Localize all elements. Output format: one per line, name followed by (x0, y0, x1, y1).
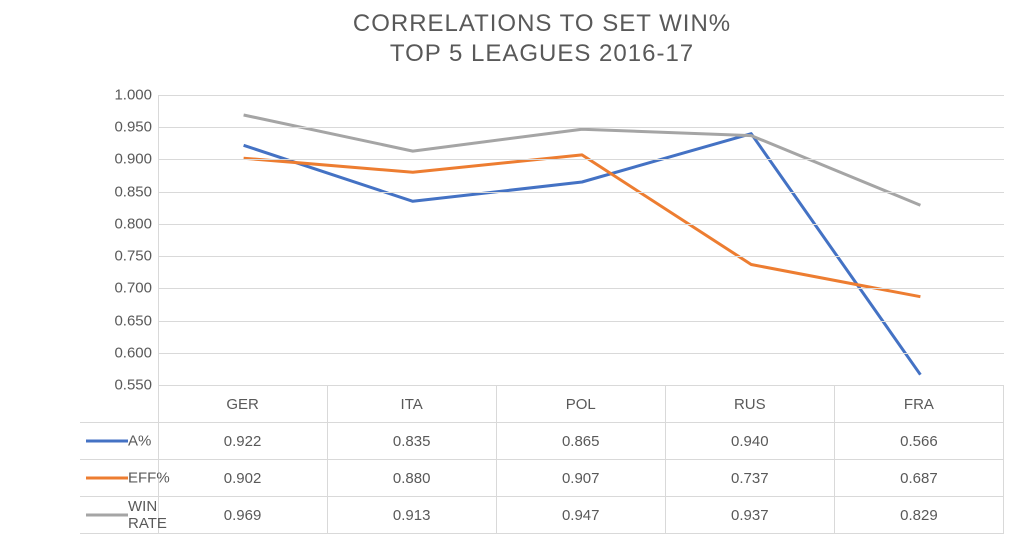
y-axis-label: 0.900 (92, 151, 152, 168)
cat-header: GER (158, 386, 327, 423)
data-cell: 0.940 (665, 423, 834, 460)
legend-line-icon (86, 514, 128, 517)
series-line-a- (244, 134, 921, 375)
data-cell: 0.969 (158, 497, 327, 534)
data-cell: 0.566 (834, 423, 1003, 460)
data-cell: 0.937 (665, 497, 834, 534)
y-axis-label: 1.000 (92, 87, 152, 104)
data-cell: 0.880 (327, 460, 496, 497)
gridline (159, 95, 1004, 96)
y-axis-label: 0.600 (92, 344, 152, 361)
cat-header: FRA (834, 386, 1003, 423)
data-table: GER ITA POL RUS FRA A% 0.922 0.835 0.865… (80, 385, 1004, 534)
y-axis-label: 0.800 (92, 215, 152, 232)
legend-winrate: WIN RATE (80, 497, 158, 534)
cat-header: RUS (665, 386, 834, 423)
legend-label: WIN RATE (128, 498, 167, 532)
gridline (159, 256, 1004, 257)
y-axis-label: 0.650 (92, 312, 152, 329)
legend-line-icon (86, 477, 128, 480)
series-row-a: A% 0.922 0.835 0.865 0.940 0.566 (80, 423, 1004, 460)
y-axis-label: 0.750 (92, 248, 152, 265)
legend-label: EFF% (128, 470, 170, 487)
series-row-winrate: WIN RATE 0.969 0.913 0.947 0.937 0.829 (80, 497, 1004, 534)
data-cell: 0.737 (665, 460, 834, 497)
y-axis-label: 0.950 (92, 119, 152, 136)
gridline (159, 321, 1004, 322)
data-cell: 0.829 (834, 497, 1003, 534)
legend-a: A% (80, 423, 158, 460)
series-line-eff- (244, 155, 921, 297)
data-cell: 0.913 (327, 497, 496, 534)
y-axis-label: 0.550 (92, 377, 152, 394)
legend-label: A% (128, 433, 151, 450)
data-cell: 0.907 (496, 460, 665, 497)
gridline (159, 192, 1004, 193)
legend-eff: EFF% (80, 460, 158, 497)
gridline (159, 159, 1004, 160)
title-line-1: CORRELATIONS TO SET WIN% (80, 10, 1004, 38)
data-cell: 0.922 (158, 423, 327, 460)
cat-header: POL (496, 386, 665, 423)
y-axis-label: 0.700 (92, 280, 152, 297)
line-chart-svg (159, 95, 1004, 385)
gridline (159, 224, 1004, 225)
legend-line-icon (86, 440, 128, 443)
data-cell: 0.947 (496, 497, 665, 534)
gridline (159, 127, 1004, 128)
chart-container: CORRELATIONS TO SET WIN% TOP 5 LEAGUES 2… (0, 0, 1024, 550)
y-axis-label: 0.850 (92, 183, 152, 200)
category-row: GER ITA POL RUS FRA (80, 386, 1004, 423)
data-cell: 0.865 (496, 423, 665, 460)
data-cell: 0.835 (327, 423, 496, 460)
gridline (159, 353, 1004, 354)
cat-header: ITA (327, 386, 496, 423)
data-cell: 0.687 (834, 460, 1003, 497)
data-cell: 0.902 (158, 460, 327, 497)
gridline (159, 288, 1004, 289)
plot-area (158, 95, 1004, 385)
chart-title: CORRELATIONS TO SET WIN% TOP 5 LEAGUES 2… (80, 10, 1004, 68)
series-row-eff: EFF% 0.902 0.880 0.907 0.737 0.687 (80, 460, 1004, 497)
title-line-2: TOP 5 LEAGUES 2016-17 (80, 40, 1004, 68)
